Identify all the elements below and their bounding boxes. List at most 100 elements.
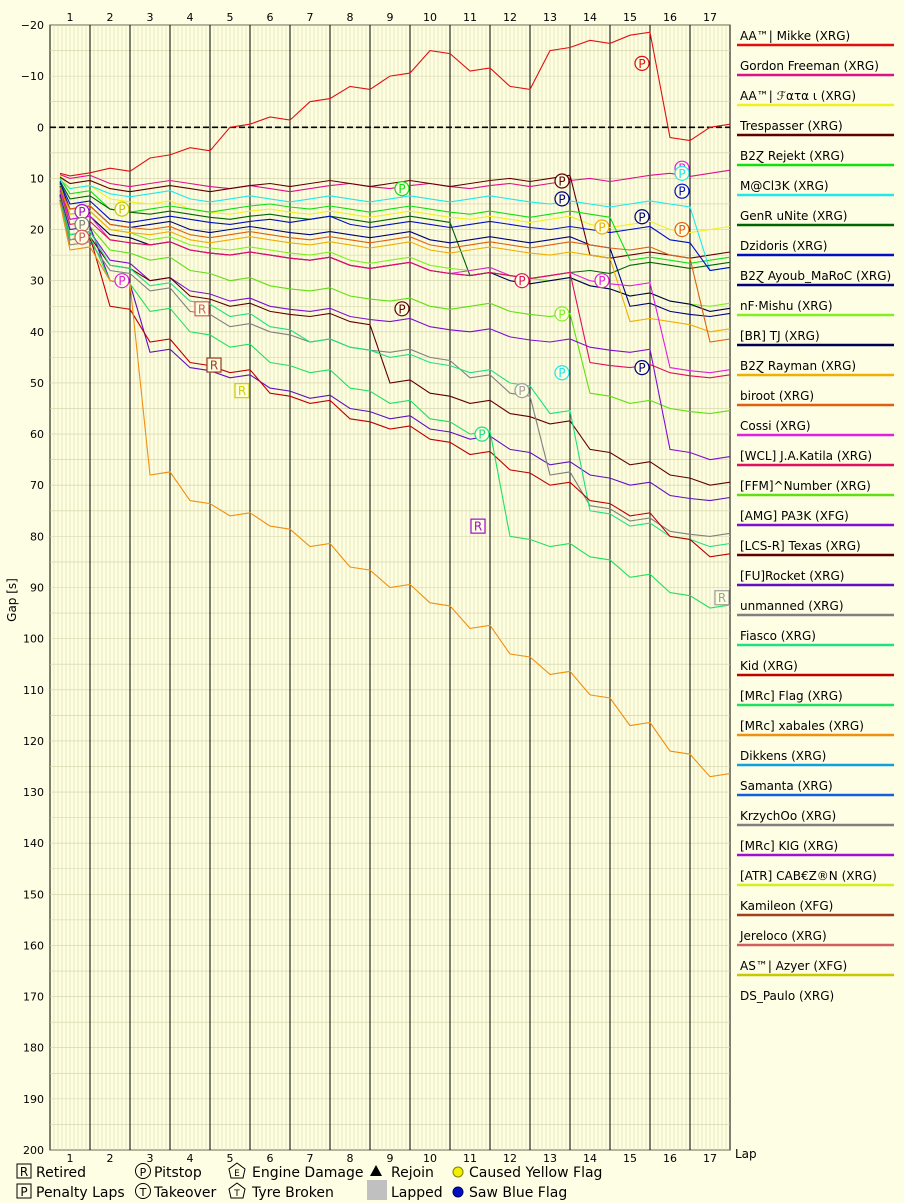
pitstop-marker xyxy=(674,221,690,238)
marker-symbol: P xyxy=(558,366,565,380)
x-tick-label-bottom: 13 xyxy=(543,1152,557,1165)
pitstop-marker xyxy=(634,209,650,225)
legend-entry-label: [FFM]^Number (XRG) xyxy=(740,479,871,493)
legend-entry-label: biroot (XRG) xyxy=(740,389,814,403)
series-line xyxy=(59,199,731,558)
marker-symbol: P xyxy=(678,185,685,199)
pitstop-marker xyxy=(514,273,530,289)
y-tick-label: 130 xyxy=(23,786,44,799)
x-tick-label-top: 13 xyxy=(543,11,557,24)
x-tick-label-top: 7 xyxy=(307,11,314,24)
legend-entry-label: B2Ɀ Rayman (XRG) xyxy=(740,359,856,374)
marker-symbol: P xyxy=(598,220,605,234)
x-tick-label-bottom: 16 xyxy=(663,1152,677,1165)
legend-entry-label: [ATR] CAB€Z®N (XRG) xyxy=(740,869,877,883)
x-tick-label-bottom: 7 xyxy=(307,1152,314,1165)
tyre-broken-icon-glyph: T xyxy=(233,1189,240,1199)
x-tick-label-top: 3 xyxy=(147,11,154,24)
x-tick-label-bottom: 10 xyxy=(423,1152,437,1165)
legend-entry-label: KrzychOo (XRG) xyxy=(740,809,836,823)
x-tick-label-bottom: 14 xyxy=(583,1152,597,1165)
marker-symbol: P xyxy=(118,203,125,217)
retired-icon xyxy=(16,1163,32,1179)
event-markers: PPPPPPPPPPPPPPPPPPPPPPPRRRRR xyxy=(74,55,730,606)
symbol-key: R Retired P Penalty Laps P Pitstop T Tak… xyxy=(16,1162,602,1201)
x-tick-label-top: 4 xyxy=(187,11,194,24)
legend-entry-label: Jereloco (XRG) xyxy=(739,929,827,943)
y-tick-label: 150 xyxy=(23,888,44,901)
x-tick-label-bottom: 6 xyxy=(267,1152,274,1165)
marker-symbol: R xyxy=(474,520,482,534)
legend-entry-label: Kid (XRG) xyxy=(740,659,798,673)
legend-entry-label: AS™| Azyer (XFG) xyxy=(740,959,847,973)
series-line xyxy=(59,179,731,272)
retired-label: Retired xyxy=(36,1165,86,1181)
pitstop-marker xyxy=(554,191,570,207)
legend: AA™| Mikke (XRG) Gordon Freeman (XRG) AA™|… xyxy=(737,29,894,1003)
marker-symbol: P xyxy=(398,302,405,316)
x-tick-label-bottom: 4 xyxy=(187,1152,194,1165)
marker-symbol: P xyxy=(638,57,645,71)
marker-symbol: P xyxy=(558,307,565,321)
series-line xyxy=(59,169,731,193)
marker-symbol: P xyxy=(118,274,125,288)
retired-marker xyxy=(206,357,222,373)
series-line xyxy=(59,196,731,502)
saw-blue-key: Saw Blue Flag xyxy=(452,1185,567,1201)
y-tick-label: 10 xyxy=(30,172,44,185)
pitstop-marker xyxy=(514,383,530,399)
y-tick-label: 80 xyxy=(30,530,44,543)
retired-marker xyxy=(234,383,250,399)
pitstop-marker xyxy=(394,181,410,197)
lapped-label: Lapped xyxy=(391,1185,443,1201)
legend-entry-label: B2Ɀ Rejekt (XRG) xyxy=(740,149,845,164)
marker-symbol: P xyxy=(78,205,85,219)
marker-symbol: P xyxy=(638,210,645,224)
engine-damage-icon-glyph: E xyxy=(234,1169,240,1179)
x-tick-label-bottom: 5 xyxy=(227,1152,234,1165)
series-line xyxy=(59,192,731,415)
axis-ticks: 1122334455667788991010111112121313141415… xyxy=(21,11,717,1165)
series-line xyxy=(59,202,731,778)
legend-entry-label: Samanta (XRG) xyxy=(740,779,833,793)
legend-entry-label: Dzidoris (XRG) xyxy=(740,239,827,253)
series-line xyxy=(59,31,731,177)
pitstop-marker xyxy=(114,273,130,289)
marker-symbol: P xyxy=(78,218,85,232)
x-tick-label-bottom: 8 xyxy=(347,1152,354,1165)
x-tick-label-top: 9 xyxy=(387,11,394,24)
y-tick-label: 160 xyxy=(23,939,44,952)
grid xyxy=(49,24,731,1151)
caused-yellow-label: Caused Yellow Flag xyxy=(469,1165,602,1181)
x-tick-label-top: 14 xyxy=(583,11,597,24)
series-line xyxy=(59,194,731,486)
series-line xyxy=(59,197,731,537)
x-tick-label-bottom: 1 xyxy=(67,1152,74,1165)
x-tick-label-top: 12 xyxy=(503,11,517,24)
pitstop-marker xyxy=(594,219,610,235)
series-line xyxy=(59,174,731,259)
y-tick-label: 200 xyxy=(23,1144,44,1157)
penalty-laps-key: P Penalty Laps xyxy=(16,1183,125,1201)
caused-yellow-key: Caused Yellow Flag xyxy=(452,1165,602,1181)
legend-entry-label: Cossi (XRG) xyxy=(740,419,811,433)
y-tick-label: 180 xyxy=(23,1042,44,1055)
saw-blue-label: Saw Blue Flag xyxy=(469,1185,567,1201)
retired-key: R Retired xyxy=(16,1163,86,1181)
x-tick-label-bottom: 12 xyxy=(503,1152,517,1165)
pitstop-marker xyxy=(474,426,490,442)
penalty-laps-icon-glyph: P xyxy=(20,1185,27,1199)
pitstop-marker xyxy=(74,229,90,245)
marker-symbol: P xyxy=(558,192,565,206)
penalty-laps-icon xyxy=(16,1183,32,1199)
x-tick-label-bottom: 2 xyxy=(107,1152,114,1165)
legend-entry-label: [LCS-R] Texas (XRG) xyxy=(740,539,861,553)
lapped-key: Lapped xyxy=(367,1180,443,1201)
x-tick-label-bottom: 15 xyxy=(623,1152,637,1165)
takeover-label: Takeover xyxy=(153,1185,216,1201)
legend-entry-label: nF·Mishu (XRG) xyxy=(740,299,833,313)
series-line xyxy=(59,175,731,234)
series-line xyxy=(59,183,731,318)
x-tick-label-top: 5 xyxy=(227,11,234,24)
blue-flag-icon xyxy=(452,1186,464,1198)
